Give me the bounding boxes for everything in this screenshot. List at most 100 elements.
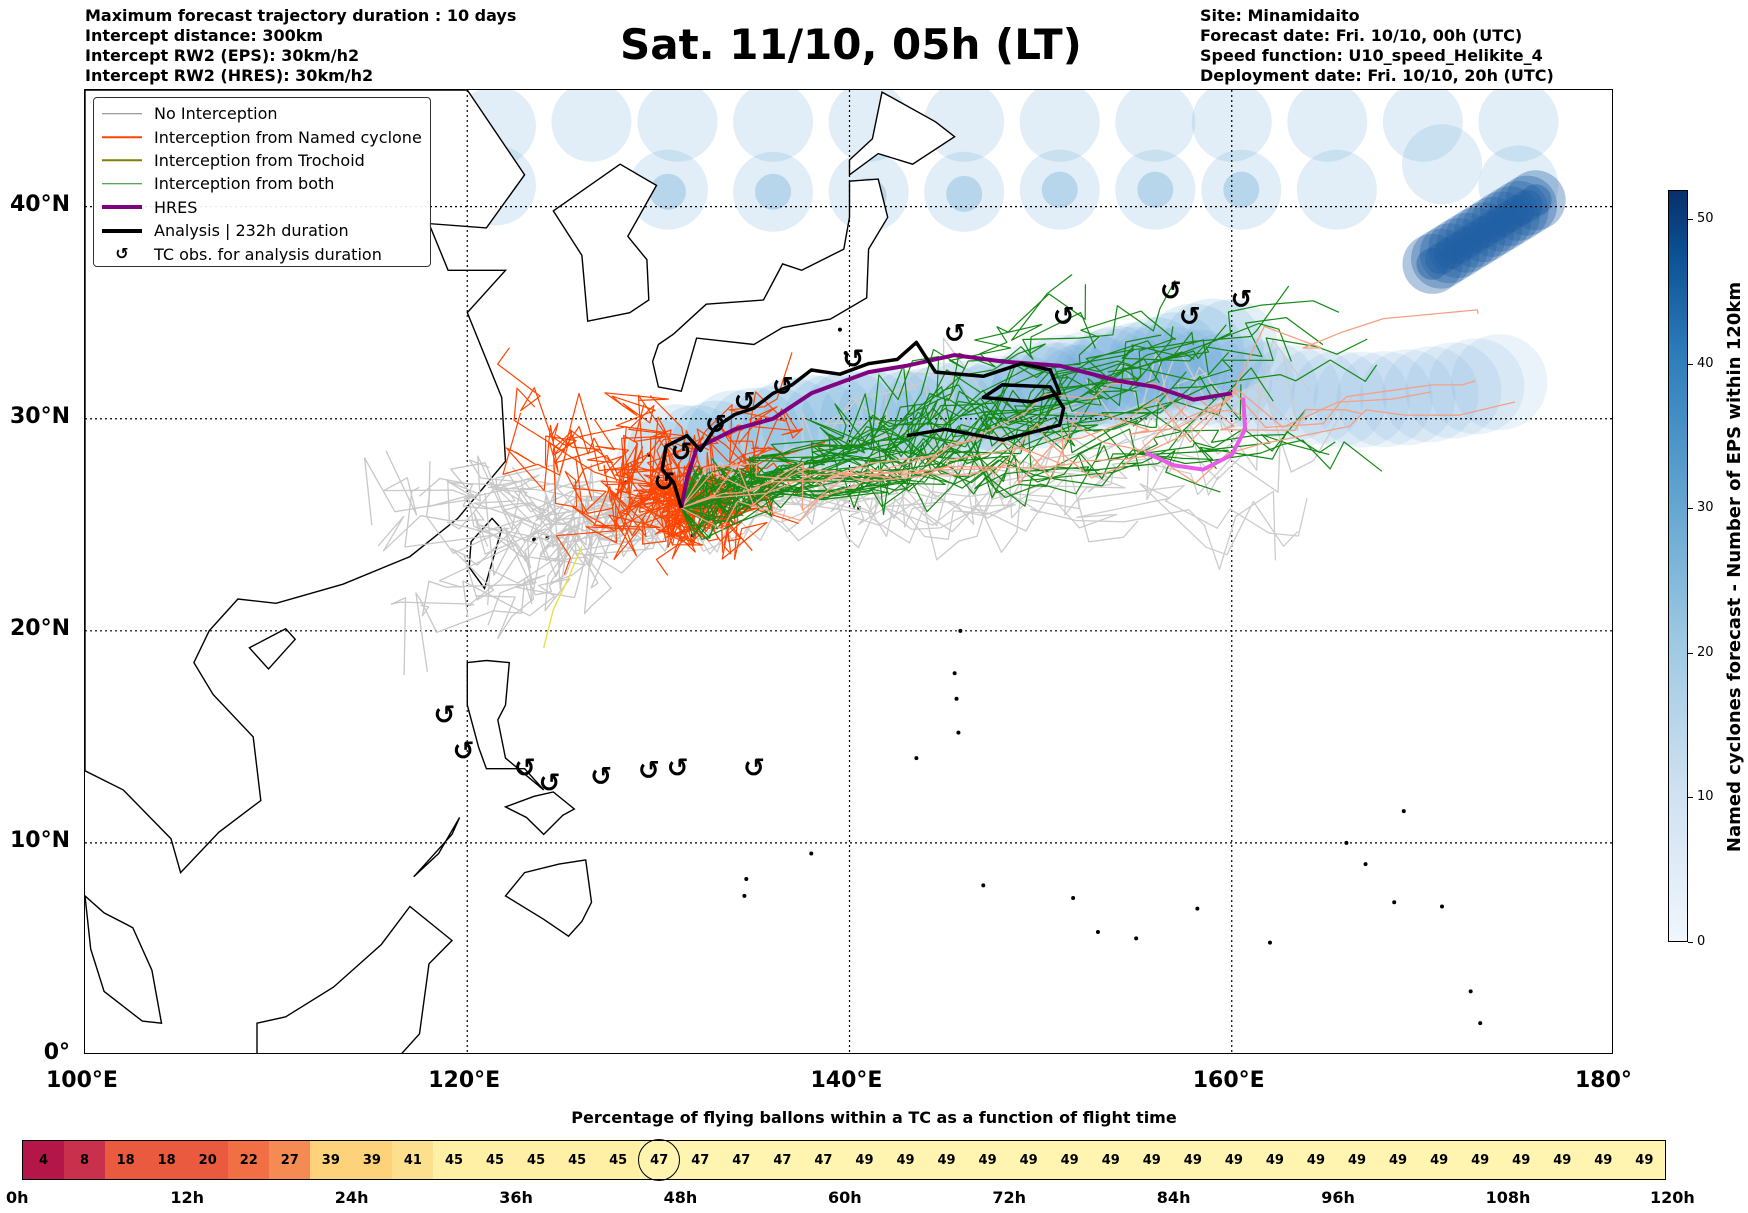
timebar-cell: 8 [64,1141,106,1179]
tc-observation-icon: ↺ [743,754,765,784]
legend-label: No Interception [154,104,278,124]
ensemble-trajectory [383,450,682,543]
eps-density-blob [1445,207,1506,268]
coastline [504,859,593,938]
hres-trajectory [679,353,1233,509]
eps-density-blob [1519,184,1552,217]
eps-density-blob [1041,171,1078,208]
island [914,756,919,761]
eps-density-blob [551,90,632,162]
legend-label: HRES [154,197,198,217]
tc-symbol-icon: ↺ [115,244,129,264]
timebar-cell: 20 [187,1141,229,1179]
site-parameter-line: Deployment date: Fri. 10/10, 20h (UTC) [1200,66,1554,85]
tc-observation-icon: ↺ [1160,276,1182,306]
legend-label: Interception from Trochoid [154,150,365,170]
eps-density-blob [1290,350,1387,447]
timebar-cell: 45 [433,1141,475,1179]
eps-density-blob [627,149,708,230]
legend-item: Analysis | 232h duration [102,219,422,242]
tc-observation-icon: ↺ [453,737,475,767]
eps-density-blob [1497,175,1558,236]
eps-density-blob [1428,338,1525,435]
timebar-cell: 49 [1131,1141,1173,1179]
eps-density-blob [1450,226,1483,259]
timebar-cell: 4 [23,1141,65,1179]
timebar-cell: 49 [1418,1141,1460,1179]
island [1439,904,1444,909]
coastline [503,791,576,836]
coastline [85,894,163,1024]
island [1468,989,1473,994]
longitude-label: 160°E [1192,1068,1265,1093]
island [981,883,986,888]
ensemble-trajectory [681,309,1479,509]
colorbar-tick-label: 30 [1697,500,1714,516]
coastline [248,627,297,671]
latitude-label: 0° [43,1040,70,1065]
map-title: Sat. 11/10, 05h (LT) [620,20,1082,69]
eps-density-blob [1468,216,1501,249]
timebar-cell: 49 [1049,1141,1091,1179]
eps-density-blob [1201,149,1282,230]
eps-density-blob [1019,149,1100,230]
ensemble-trajectory [680,359,1378,509]
island [956,730,961,735]
island [1478,1021,1483,1026]
ensemble-trajectory [681,310,1176,509]
legend-item: Interception from Named cyclone [102,125,422,148]
ensemble-trajectory [680,425,1049,531]
timebar-cell: 45 [556,1141,598,1179]
eps-density-blob [1382,90,1463,162]
latitude-label: 30°N [9,403,70,429]
trochoid-trajectory [543,545,583,648]
longitude-label: 100°E [46,1068,118,1093]
legend-item: Interception from both [102,172,422,195]
eps-density-blob [1488,180,1549,241]
longitude-label: 120°E [428,1068,501,1093]
ensemble-trajectory [611,394,712,509]
coastline [85,90,526,874]
legend-item: HRES [102,196,422,219]
timebar-cell: 49 [884,1141,927,1179]
timebar-cell: 49 [1213,1141,1255,1179]
hres-extension-trajectory [1144,397,1248,472]
ensemble-trajectory [502,412,682,538]
eps-density-blob [1115,90,1196,162]
colorbar [1668,190,1688,942]
timebar-time-label: 0h [6,1188,29,1207]
island [744,876,749,881]
timebar-cell: 47 [802,1141,844,1179]
colorbar-tick-mark [1688,797,1693,799]
map-legend: No Interception Interception from Named c… [93,97,431,267]
island [1267,940,1272,945]
timebar-time-label: 12h [170,1188,205,1207]
timebar-cell: 49 [1541,1141,1583,1179]
eps-density-blob [1511,189,1544,222]
eps-density-blob [733,151,814,232]
island [1392,900,1397,905]
island [809,851,814,856]
colorbar-tick-label: 10 [1697,789,1714,805]
ensemble-trajectory [680,324,1227,523]
legend-line-swatch [102,131,142,143]
forecast-parameter-line: Intercept distance: 300km [85,26,324,45]
colorbar-tick-mark [1688,218,1693,220]
island [837,327,842,332]
eps-density-blob [1433,237,1466,270]
eps-density-blob [1478,90,1559,162]
eps-density-blob [637,90,718,162]
island [1071,896,1076,901]
tc-observation-icon: ↺ [514,754,536,784]
eps-density-blob [1459,221,1492,254]
ensemble-trajectory [604,392,690,508]
eps-density-blob [1436,212,1497,273]
timebar-cell: 49 [1623,1141,1665,1179]
map-canvas: ↺↺↺ ↺ ↺ ↺ ↺ ↺↺↺↺↺ ↺↺↺↺↺↺↺ [85,90,1612,1053]
timebar-cell: 45 [515,1141,557,1179]
timebar-time-label: 72h [992,1188,1027,1207]
eps-density-blob [1479,186,1540,247]
eps-density-blob [1287,90,1368,162]
colorbar-tick-mark [1688,652,1693,654]
eps-density-blob [1359,349,1456,446]
